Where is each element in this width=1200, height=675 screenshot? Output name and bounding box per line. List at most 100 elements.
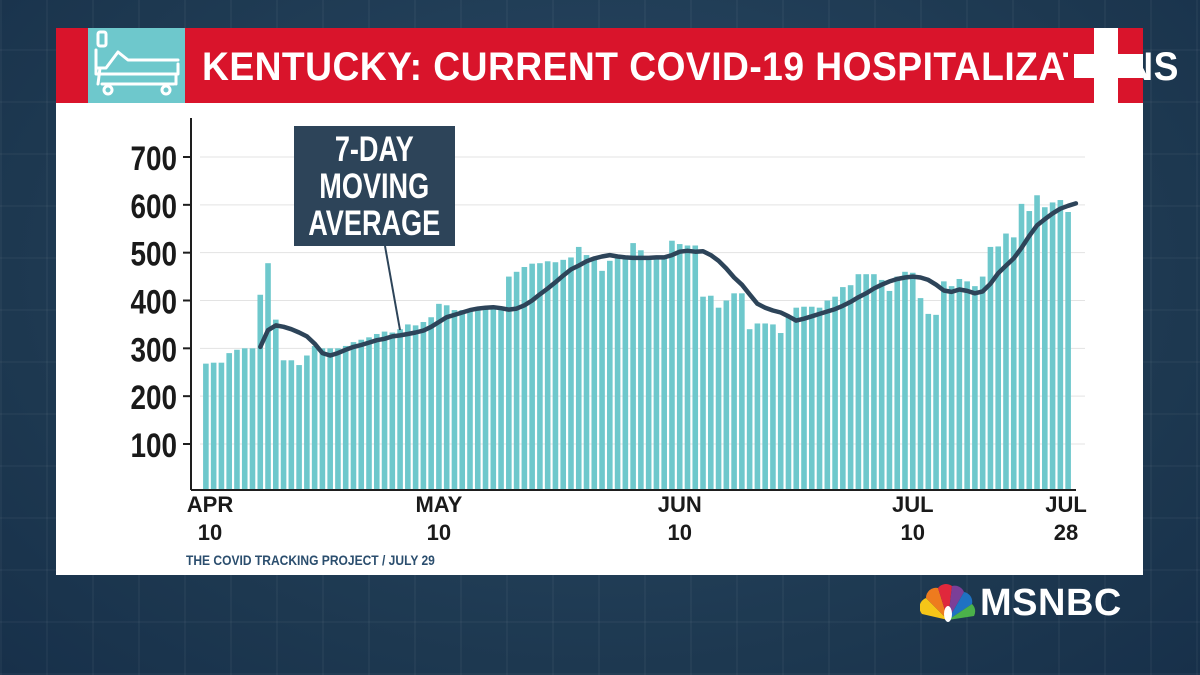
bar <box>249 348 256 490</box>
y-tick-label: 200 <box>130 379 177 417</box>
x-tick-month-label: MAY <box>415 492 462 517</box>
bar <box>692 245 699 490</box>
bar <box>894 276 901 490</box>
bar <box>871 274 877 490</box>
bar <box>210 362 217 490</box>
bar <box>661 256 667 490</box>
bar <box>1026 211 1033 490</box>
bar <box>412 325 419 490</box>
x-tick-day-label: 10 <box>667 520 691 545</box>
bar <box>335 348 341 490</box>
bar <box>513 271 520 490</box>
bar <box>824 300 831 490</box>
bar <box>941 281 947 490</box>
bar <box>490 307 497 490</box>
bar <box>350 342 357 490</box>
bar <box>599 270 605 490</box>
bar <box>902 271 908 490</box>
x-tick-month-label: JUN <box>658 492 702 517</box>
bar <box>218 362 225 490</box>
bar <box>793 307 800 490</box>
x-tick-day-label: 10 <box>901 520 925 545</box>
bar <box>847 285 854 490</box>
bar <box>707 295 714 490</box>
moving-average-callout: 7-DAY MOVING AVERAGE <box>294 126 455 246</box>
bar <box>808 306 815 490</box>
bar <box>669 240 675 490</box>
bar <box>676 244 683 490</box>
bar <box>777 333 784 490</box>
bar <box>863 274 869 490</box>
bar <box>265 263 271 490</box>
bar <box>645 256 652 490</box>
peacock-icon <box>920 584 976 622</box>
callout-pointer <box>384 245 401 331</box>
bar <box>1034 195 1040 490</box>
bar <box>956 278 963 490</box>
bar <box>272 319 279 490</box>
y-tick-label: 600 <box>130 187 177 225</box>
bar <box>203 363 209 490</box>
bar <box>591 259 598 490</box>
page-title: KENTUCKY: CURRENT COVID-19 HOSPITALIZATI… <box>202 45 1179 89</box>
x-tick-month-label: JUL <box>1045 492 1087 517</box>
bar <box>607 260 613 490</box>
callout-line-3: AVERAGE <box>308 203 441 243</box>
bar <box>739 293 745 490</box>
bar <box>979 276 986 490</box>
bar <box>878 279 885 490</box>
bar <box>537 263 543 490</box>
bar <box>428 317 434 490</box>
bar <box>397 329 403 490</box>
bar <box>614 257 621 490</box>
bar <box>544 261 551 490</box>
bar <box>498 308 504 490</box>
bar <box>451 310 458 490</box>
y-tick-label: 300 <box>130 331 177 369</box>
bar <box>816 307 823 490</box>
bar <box>715 307 722 490</box>
bar <box>342 345 349 490</box>
bar <box>1049 202 1056 491</box>
bar <box>785 315 792 490</box>
bar <box>917 298 924 490</box>
medical-cross-icon <box>1068 28 1143 103</box>
bar <box>443 305 450 490</box>
bar <box>723 300 730 490</box>
bar <box>1018 203 1025 491</box>
bar <box>1065 212 1071 490</box>
bar <box>925 313 932 490</box>
bar <box>311 345 318 490</box>
callout-line-2: MOVING <box>319 166 430 206</box>
bar <box>995 246 1002 490</box>
bar <box>886 290 893 490</box>
bar <box>909 272 916 490</box>
bar <box>1010 237 1017 490</box>
bar <box>770 324 776 490</box>
bar <box>700 296 706 490</box>
bar <box>762 323 768 490</box>
y-tick-label: 700 <box>130 139 177 177</box>
bar <box>381 331 388 490</box>
bar <box>1042 207 1048 490</box>
bar <box>583 255 590 490</box>
bar <box>987 246 994 490</box>
hospital-bed-icon <box>88 28 185 103</box>
network-logo: MSNBC <box>920 580 1122 626</box>
bar <box>972 286 978 490</box>
bar <box>467 309 473 490</box>
bar <box>366 337 372 490</box>
x-tick-day-label: 10 <box>198 520 222 545</box>
bar <box>731 293 737 490</box>
bar <box>964 281 970 490</box>
bar <box>801 306 807 490</box>
bar <box>746 329 753 490</box>
bar <box>568 257 574 490</box>
bar <box>506 276 512 490</box>
bar <box>405 324 411 490</box>
bar <box>552 262 559 490</box>
logo-text: MSNBC <box>980 581 1122 624</box>
bar <box>653 257 660 490</box>
bar <box>948 286 955 490</box>
